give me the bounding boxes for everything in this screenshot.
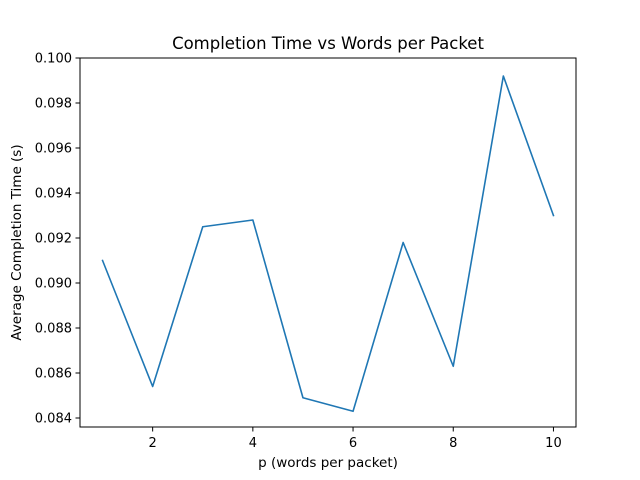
y-tick-label: 0.084: [35, 412, 72, 427]
y-tick-label: 0.086: [35, 367, 72, 382]
y-tick-label: 0.090: [35, 277, 72, 292]
y-axis-label: Average Completion Time (s): [9, 144, 25, 340]
x-axis-label: p (words per packet): [258, 455, 398, 471]
y-tick-label: 0.088: [35, 322, 72, 337]
y-axis-ticks: 0.084 0.086 0.088 0.090 0.092 0.094 0.096 0.098…: [35, 52, 80, 427]
plot-frame: [79, 57, 577, 428]
y-tick-label: 0.100: [35, 52, 72, 67]
y-tick-label: 0.092: [35, 232, 72, 247]
chart-title: Completion Time vs Words per Packet: [172, 34, 484, 53]
y-tick-label: 0.096: [35, 142, 72, 157]
x-tick-label: 2: [149, 436, 157, 451]
y-tick-label: 0.094: [35, 187, 72, 202]
x-tick-label: 8: [449, 436, 457, 451]
series-line: [101, 75, 555, 413]
x-tick-label: 10: [545, 436, 562, 451]
x-axis-ticks: 2 4 6 8 10: [149, 427, 562, 451]
x-tick-label: 4: [249, 436, 257, 451]
y-tick-label: 0.098: [35, 97, 72, 112]
series-group: [101, 75, 555, 413]
x-tick-label: 6: [349, 436, 357, 451]
